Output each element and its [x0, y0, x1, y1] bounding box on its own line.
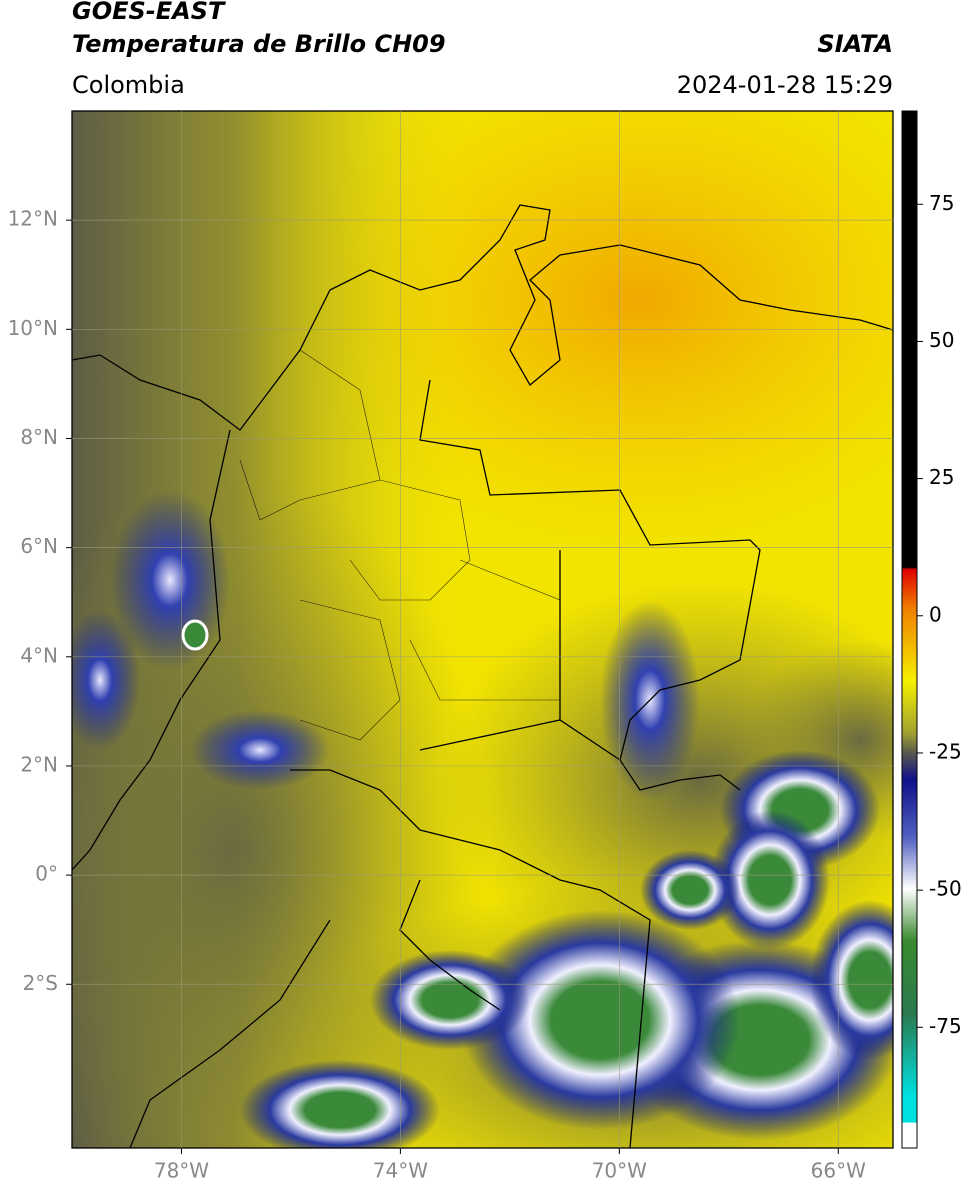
x-tick-label: 74°W [373, 1159, 428, 1183]
colorbar-label: -75 [929, 1014, 962, 1038]
x-tick-label: 78°W [154, 1159, 209, 1183]
colorbar-label: 75 [929, 191, 954, 215]
y-tick-label: 2°N [20, 752, 58, 776]
colorbar-label: 25 [929, 465, 954, 489]
map-frame [71, 110, 894, 1149]
y-tick-label: 6°N [20, 534, 58, 558]
x-tick-label: 70°W [592, 1159, 647, 1183]
colorbar-label: 50 [929, 328, 954, 352]
region: Colombia [72, 71, 185, 99]
colorbar [901, 110, 918, 1149]
satellite: GOES-EAST [72, 0, 226, 25]
y-tick-label: 2°S [23, 971, 58, 995]
y-tick-label: 10°N [8, 316, 58, 340]
y-tick-label: 12°N [8, 207, 58, 231]
satellite-image [72, 111, 893, 1148]
colorbar-label: 0 [929, 602, 942, 626]
x-tick-label: 66°W [811, 1159, 866, 1183]
y-tick-label: 8°N [20, 425, 58, 449]
y-tick-label: 0° [35, 862, 58, 886]
colorbar-label: -25 [929, 739, 962, 763]
colorbar-label: -50 [929, 877, 962, 901]
source: SIATA [817, 30, 893, 58]
product: Temperatura de Brillo CH09 [72, 30, 446, 58]
y-tick-label: 4°N [20, 643, 58, 667]
timestamp: 2024-01-28 15:29 [677, 71, 893, 99]
